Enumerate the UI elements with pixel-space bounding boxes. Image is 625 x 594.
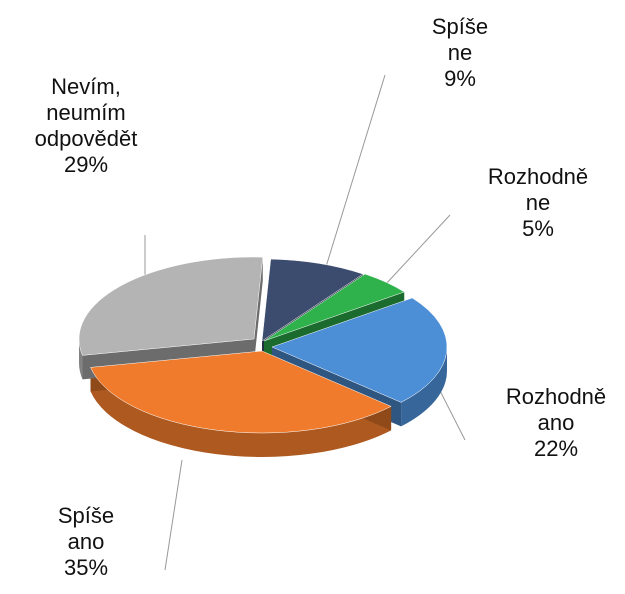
value-label: 35% (63, 555, 109, 580)
pie-side (401, 347, 448, 427)
slice-label: Spíše ne 9% (432, 14, 488, 92)
pie-slice (78, 256, 264, 356)
pie-slice (261, 258, 364, 342)
slice-label: Spíše ano 35% (58, 503, 114, 581)
category-label: Spíše ne (431, 14, 489, 65)
leader-line (384, 214, 451, 286)
pie-slice (90, 350, 392, 434)
leader-line (324, 74, 386, 271)
slice-label: Rozhodně ne 5% (488, 164, 588, 242)
slice-label: Nevím, neumím odpovědět 29% (35, 74, 138, 178)
pie-side (79, 339, 83, 380)
value-label: 29% (63, 152, 109, 177)
pie-cut (254, 257, 263, 363)
pie-side (90, 367, 392, 457)
category-label: Rozhodně ano (505, 384, 607, 435)
value-label: 22% (533, 436, 579, 461)
leader-lines (144, 74, 466, 571)
leader-line (164, 459, 183, 571)
pie-slice (263, 273, 405, 342)
pie-slice (271, 297, 448, 403)
slice-label: Rozhodně ano 22% (506, 384, 606, 462)
value-label: 5% (522, 216, 554, 241)
category-label: Spíše ano (57, 503, 115, 554)
value-label: 9% (444, 66, 476, 91)
category-label: Rozhodně ne (487, 164, 589, 215)
category-label: Nevím, neumím odpovědět (34, 74, 138, 151)
